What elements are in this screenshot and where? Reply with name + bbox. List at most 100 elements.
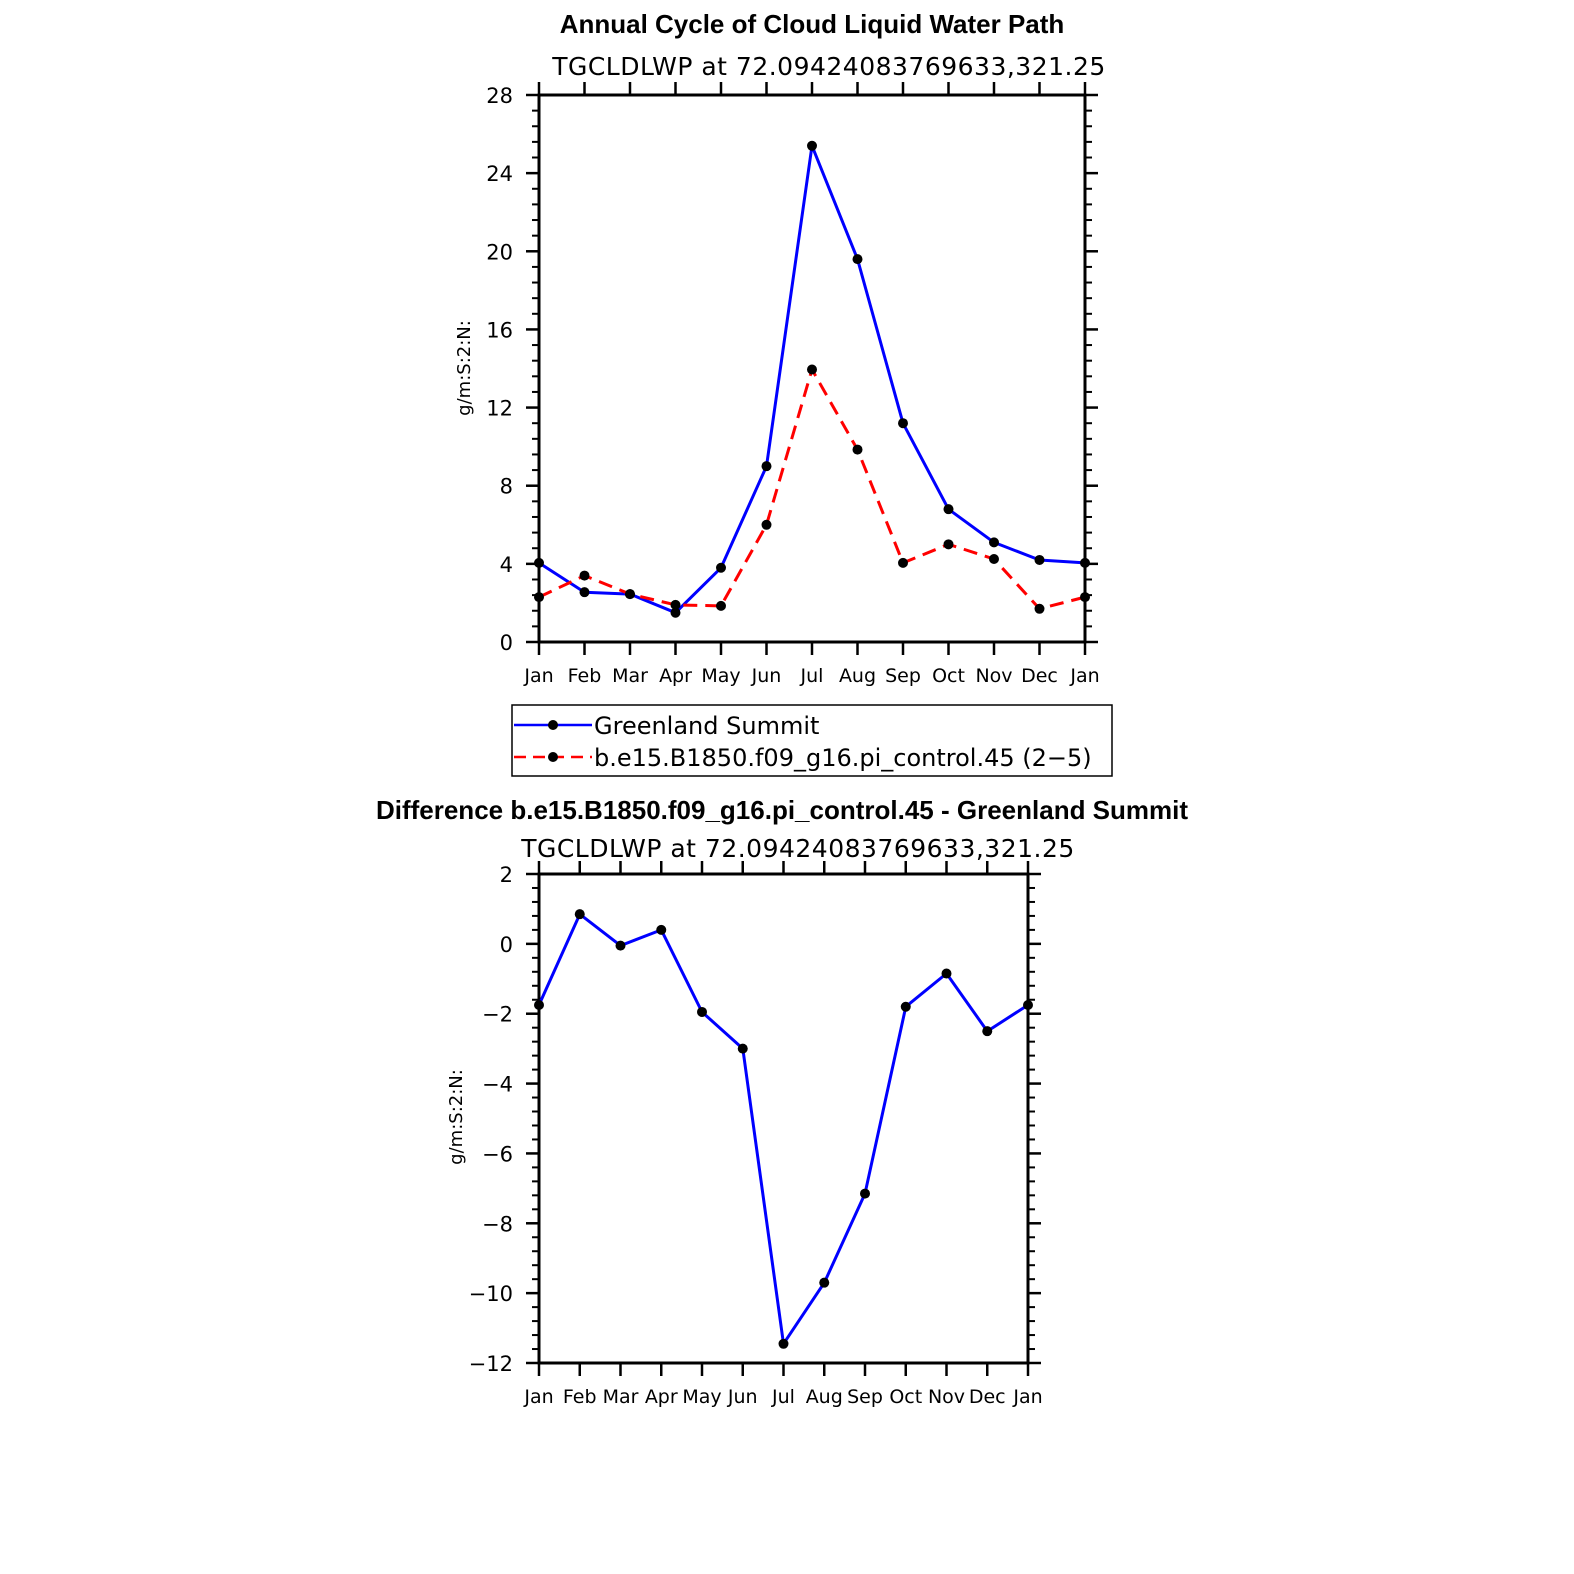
x-tick-label: Feb [563, 1386, 597, 1408]
y-tick-label: −10 [469, 1282, 513, 1306]
data-point [898, 557, 908, 568]
data-point [778, 1338, 789, 1349]
x-tick-label: Mar [612, 665, 648, 687]
x-tick-label: Jan [523, 1386, 553, 1408]
data-point [982, 1026, 993, 1037]
data-point [761, 461, 772, 472]
data-point [989, 537, 999, 548]
data-point [625, 589, 635, 600]
data-point [534, 999, 544, 1010]
x-tick-label: May [682, 1386, 721, 1408]
y-tick-label: −8 [482, 1212, 513, 1236]
y-tick-label: 28 [486, 84, 513, 108]
chart-subtitle: TGCLDLWP at 72.09424083769633,321.25 [551, 52, 1106, 81]
legend-box [511, 704, 1113, 777]
data-point [807, 364, 817, 375]
y-tick-label: −12 [469, 1352, 513, 1376]
x-tick-label: Sep [847, 1386, 883, 1408]
data-point [852, 254, 863, 265]
data-point [1034, 603, 1045, 614]
data-point [737, 1043, 748, 1054]
data-point [807, 140, 817, 151]
data-point [670, 607, 681, 618]
chart-title: Annual Cycle of Cloud Liquid Water Path [560, 9, 1065, 39]
x-tick-label: Apr [659, 665, 692, 687]
data-point [1080, 592, 1090, 603]
data-point [819, 1277, 830, 1288]
x-tick-label: Feb [568, 665, 602, 687]
series-line-0 [537, 912, 1029, 1346]
data-point [860, 1188, 870, 1199]
legend: Greenland Summit b.e15.B1850.f09_g16.pi_… [511, 704, 1113, 777]
y-tick-label: 0 [500, 933, 513, 957]
series-markers [534, 140, 1090, 618]
data-point [852, 444, 863, 455]
data-point [761, 519, 772, 530]
data-point [716, 600, 726, 611]
data-point [989, 553, 999, 564]
x-tick-label: Jul [771, 1386, 795, 1408]
y-tick-label: 12 [486, 397, 513, 421]
data-point [898, 418, 908, 429]
x-tick-label: Jun [751, 665, 782, 687]
series-lines [537, 912, 1029, 1346]
data-point [579, 587, 590, 598]
x-tick-label: Mar [603, 1386, 639, 1408]
data-point [1080, 557, 1090, 568]
y-tick-label: −6 [482, 1142, 513, 1166]
x-tick-label: Jan [523, 665, 553, 687]
x-tick-label: Nov [928, 1386, 965, 1408]
series-line-1 [538, 368, 1086, 611]
series-lines [538, 144, 1086, 615]
legend-label-model: b.e15.B1850.f09_g16.pi_control.45 (2−5) [594, 744, 1092, 772]
y-axis-label: g/m:S:2:N: [454, 320, 475, 416]
y-tick-label: 20 [486, 240, 513, 264]
data-point [1034, 554, 1045, 565]
x-tick-label: Jan [1069, 665, 1099, 687]
y-tick-label: −2 [482, 1003, 513, 1027]
y-tick-label: 0 [500, 631, 513, 655]
x-tick-label: Jan [1012, 1386, 1042, 1408]
plot-frame [537, 872, 1030, 1365]
x-tick-label: Oct [889, 1386, 922, 1408]
y-tick-label: 2 [500, 863, 513, 887]
data-point [670, 599, 681, 610]
x-tick-label: Jul [800, 665, 824, 687]
x-tick-label: Apr [645, 1386, 678, 1408]
legend-label-obs: Greenland Summit [594, 712, 819, 740]
x-tick-label: Aug [839, 665, 876, 687]
data-point [941, 968, 952, 979]
data-point [615, 940, 626, 951]
data-point [574, 909, 585, 920]
chart-subtitle: TGCLDLWP at 72.09424083769633,321.25 [520, 834, 1075, 863]
difference-panel: Difference b.e15.B1850.f09_g16.pi_contro… [376, 795, 1188, 1408]
legend-marker-model [548, 752, 558, 762]
y-tick-label: 8 [500, 475, 513, 499]
y-tick-labels: −12 −10 −8 −6 −4 −2 0 2 [469, 863, 513, 1376]
x-tick-labels: Jan Feb Mar Apr May Jun Jul Aug Sep Oct Nov Dec Jan [523, 665, 1099, 687]
data-point [900, 1001, 911, 1012]
data-point [656, 924, 667, 935]
x-tick-labels: Jan Feb Mar Apr May Jun Jul Aug Sep Oct Nov Dec Jan [523, 1386, 1042, 1408]
chart-title: Difference b.e15.B1850.f09_g16.pi_contro… [376, 795, 1188, 825]
x-tick-label: Sep [885, 665, 921, 687]
axis-ticks [526, 82, 1098, 655]
annual-cycle-panel: Annual Cycle of Cloud Liquid Water Path … [454, 9, 1113, 777]
x-tick-label: Dec [969, 1386, 1006, 1408]
y-tick-label: 4 [500, 553, 513, 577]
x-tick-label: Oct [932, 665, 965, 687]
data-point [1023, 999, 1033, 1010]
legend-marker-obs [548, 720, 558, 730]
x-tick-label: Dec [1021, 665, 1058, 687]
axis-ticks [526, 861, 1041, 1376]
y-axis-label: g/m:S:2:N: [446, 1069, 467, 1165]
x-tick-label: Jun [727, 1386, 758, 1408]
data-point [697, 1006, 707, 1017]
series-line-0 [538, 144, 1086, 615]
y-tick-labels: 0 4 8 12 16 20 24 28 [486, 84, 513, 655]
series-markers [534, 909, 1033, 1349]
x-tick-label: May [701, 665, 740, 687]
x-tick-label: Aug [806, 1386, 843, 1408]
y-tick-label: 24 [486, 162, 513, 186]
